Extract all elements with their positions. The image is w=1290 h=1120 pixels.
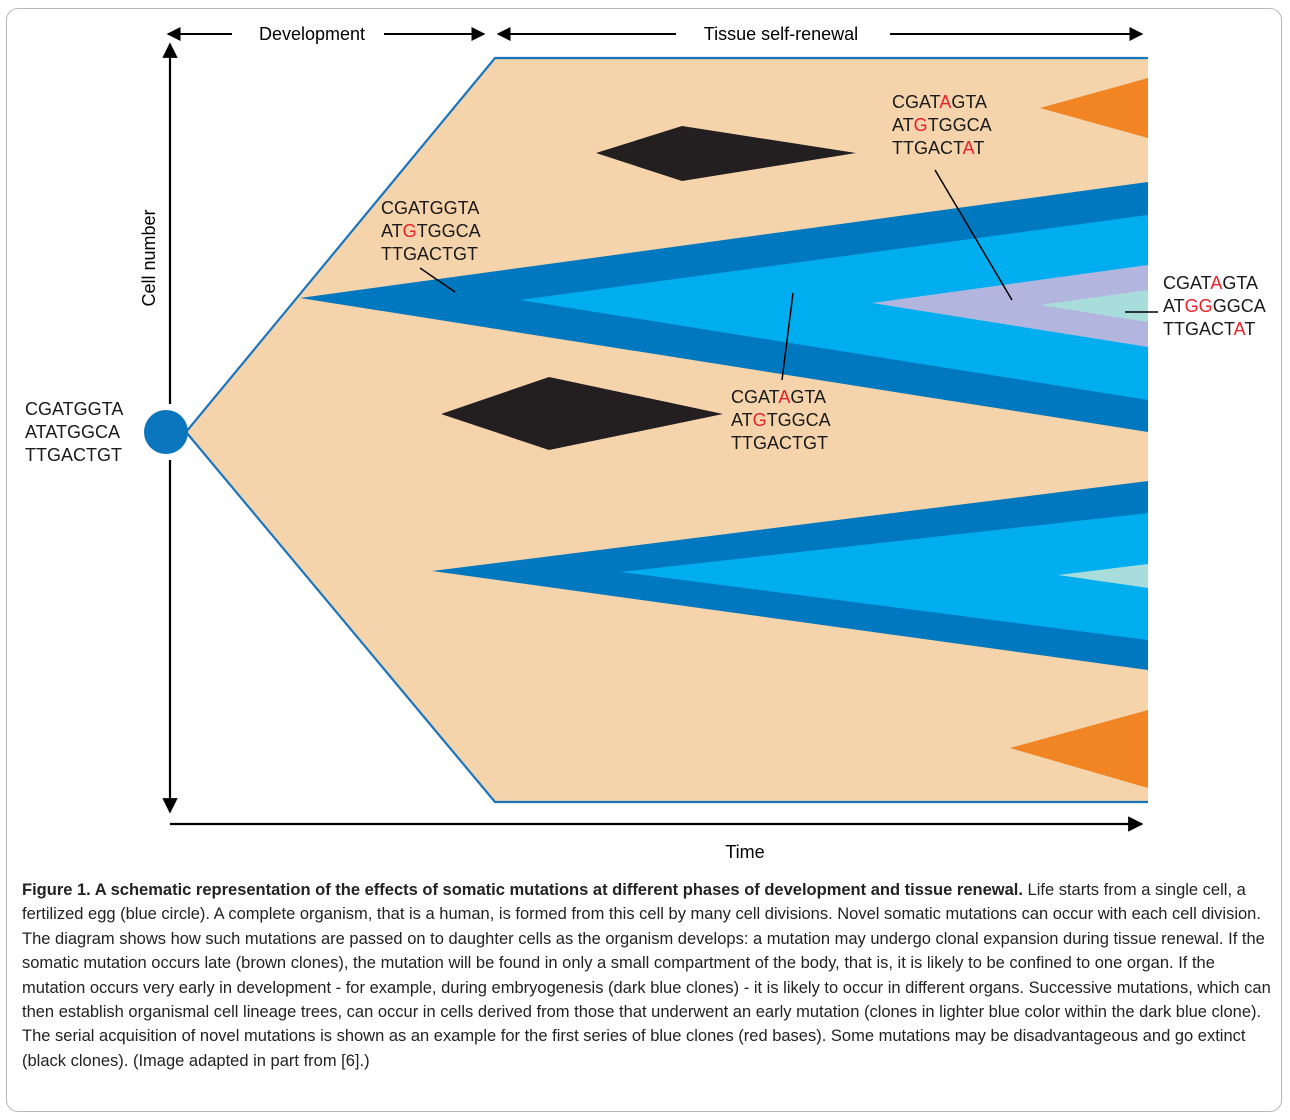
base-run: TGGCA	[767, 410, 831, 430]
base-run: ATATGGCA	[25, 422, 120, 442]
sequence-line: CGATAGTA	[731, 387, 826, 407]
sequence-line: CGATGGTA	[381, 198, 479, 218]
base-run: TGGCA	[417, 221, 481, 241]
sequence-second: CGATAGTA ATGTGGCA TTGACTGT	[731, 387, 831, 453]
extinct-clone-lower	[441, 377, 723, 450]
base-run: CGAT	[731, 387, 780, 407]
mutated-base: A	[963, 138, 975, 158]
figure-caption: Figure 1. A schematic representation of …	[22, 878, 1272, 1073]
mutated-base: G	[403, 221, 417, 241]
base-run: CGATGGTA	[25, 399, 123, 419]
late-clone-upper	[1040, 78, 1148, 138]
base-run: GTA	[790, 387, 826, 407]
base-run: AT	[1163, 296, 1185, 316]
base-run: TGGCA	[928, 115, 992, 135]
leader-third	[934, 169, 1013, 301]
sequence-line: CGATGGTA	[25, 399, 123, 419]
base-run: TTGACT	[892, 138, 964, 158]
sequence-line: TTGACTAT	[1163, 319, 1255, 339]
base-run: TTGACTGT	[25, 445, 122, 465]
sequence-line: ATGTGGCA	[731, 410, 831, 430]
base-run: GGCA	[1213, 296, 1266, 316]
fertilized-egg	[144, 410, 188, 454]
base-run: GTA	[951, 92, 987, 112]
base-run: TTGACTGT	[381, 244, 478, 264]
pale-cyan-clone-upper	[1040, 290, 1148, 322]
lavender-clone	[872, 265, 1148, 347]
sequence-line: TTGACTGT	[381, 244, 478, 264]
y-axis-label: Cell number	[139, 209, 159, 306]
mutated-base: A	[1234, 319, 1246, 339]
leader-second	[781, 292, 794, 381]
base-run: AT	[892, 115, 914, 135]
sequence-line: CGATAGTA	[892, 92, 987, 112]
sequence-line: TTGACTGT	[731, 433, 828, 453]
caption-title: Figure 1. A schematic representation of …	[22, 881, 1023, 899]
mutated-base: G	[753, 410, 767, 430]
base-run: CGAT	[892, 92, 941, 112]
late-clone-lower	[1010, 710, 1148, 788]
base-run: T	[973, 138, 984, 158]
leader-early	[419, 267, 456, 293]
sequence-line: TTGACTAT	[892, 138, 984, 158]
sequence-line: ATGTGGCA	[381, 221, 481, 241]
mutated-base: A	[939, 92, 951, 112]
sequence-early: CGATGGTA ATGTGGCA TTGACTGT	[381, 198, 481, 264]
renewal-label: Tissue self-renewal	[704, 24, 858, 44]
base-run: AT	[381, 221, 403, 241]
x-axis-label: Time	[725, 842, 764, 862]
caption-body: Life starts from a single cell, a fertil…	[22, 881, 1271, 1070]
base-run: CGATGGTA	[381, 198, 479, 218]
development-label: Development	[259, 24, 365, 44]
sequence-line: ATATGGCA	[25, 422, 120, 442]
sequence-line: TTGACTGT	[25, 445, 122, 465]
base-run: T	[1244, 319, 1255, 339]
tissue-outline-bottom	[185, 431, 1148, 804]
sequence-line: CGATAGTA	[1163, 273, 1258, 293]
sequence-line: ATGGGGCA	[1163, 296, 1266, 316]
tissue-outline-top	[185, 56, 1148, 433]
mutated-base: GG	[1185, 296, 1213, 316]
base-run: CGAT	[1163, 273, 1212, 293]
pale-cyan-clone-lower	[1058, 564, 1148, 588]
mutated-base: A	[778, 387, 790, 407]
base-run: TTGACTGT	[731, 433, 828, 453]
extinct-clone-upper	[596, 126, 856, 181]
light-blue-clone-lower	[620, 513, 1148, 640]
sequence-origin: CGATGGTA ATATGGCA TTGACTGT	[25, 399, 123, 465]
sequence-line: ATGTGGCA	[892, 115, 992, 135]
base-run: AT	[731, 410, 753, 430]
base-run: GTA	[1222, 273, 1258, 293]
mutated-base: G	[914, 115, 928, 135]
lineage-diagram: Development Tissue self-renewal Cell num…	[25, 24, 1266, 862]
base-run: TTGACT	[1163, 319, 1235, 339]
light-blue-clone-upper	[520, 215, 1148, 400]
mutated-base: A	[1210, 273, 1222, 293]
